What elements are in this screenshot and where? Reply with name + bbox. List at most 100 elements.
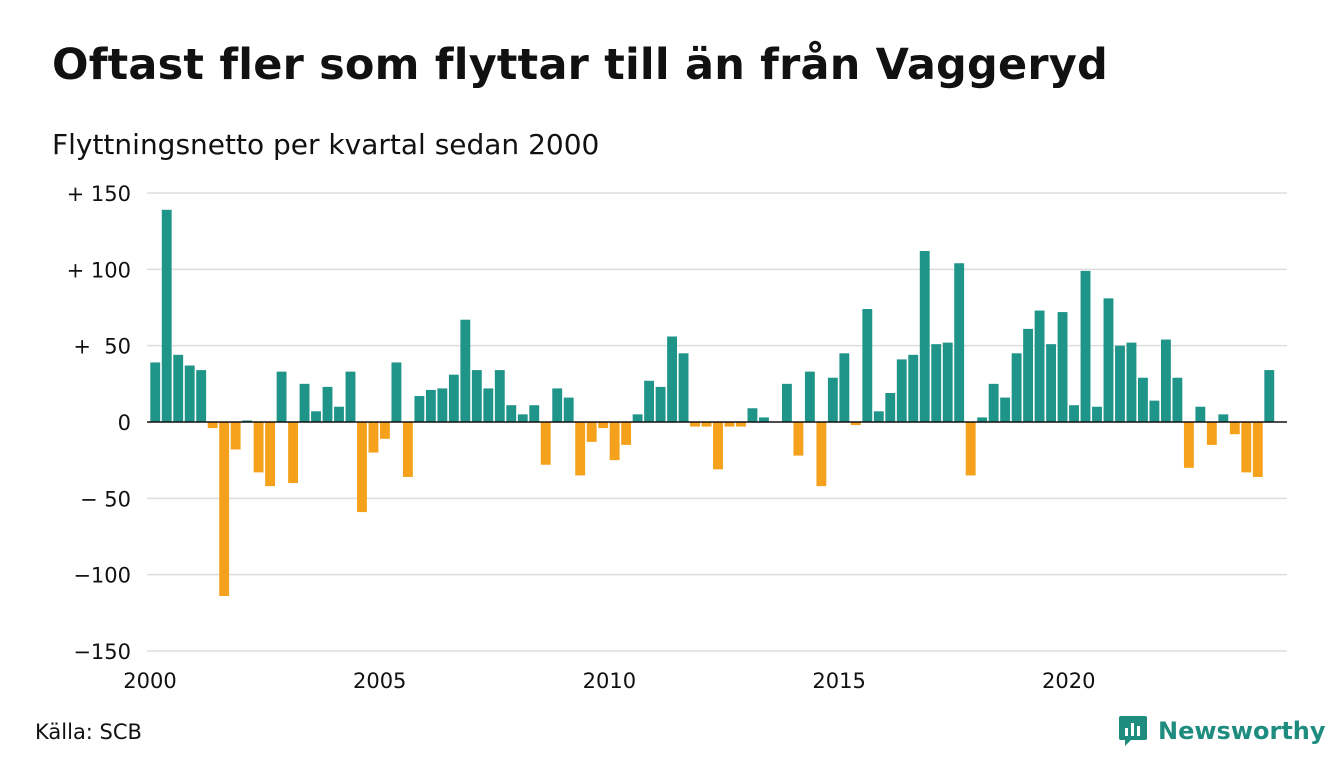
bar bbox=[873, 411, 884, 422]
bar bbox=[253, 422, 264, 473]
bar bbox=[1206, 422, 1217, 445]
bar bbox=[391, 362, 402, 422]
bar bbox=[701, 422, 712, 427]
bar bbox=[793, 422, 804, 456]
bar bbox=[621, 422, 632, 445]
bar bbox=[1023, 328, 1034, 422]
bar bbox=[242, 420, 253, 422]
bar bbox=[161, 209, 172, 422]
y-tick-label: + 50 bbox=[73, 335, 131, 359]
bar bbox=[207, 422, 218, 429]
bar bbox=[862, 309, 873, 422]
y-tick-label: −100 bbox=[73, 564, 131, 588]
bar bbox=[954, 263, 965, 422]
bar bbox=[540, 422, 551, 465]
bar bbox=[265, 422, 276, 487]
bar bbox=[437, 388, 448, 422]
source-note: Källa: SCB bbox=[35, 720, 142, 744]
bar bbox=[713, 422, 723, 470]
y-tick-label: 0 bbox=[118, 411, 131, 435]
bar bbox=[1092, 406, 1102, 422]
bar bbox=[977, 417, 988, 422]
bar bbox=[276, 371, 287, 422]
bar bbox=[747, 408, 758, 422]
bar bbox=[586, 422, 597, 442]
bar bbox=[885, 392, 896, 422]
bar bbox=[1241, 422, 1252, 473]
bar bbox=[1160, 339, 1171, 422]
bar bbox=[965, 422, 976, 476]
bar bbox=[1138, 377, 1148, 422]
bar bbox=[632, 414, 643, 422]
bar bbox=[460, 319, 471, 422]
bar bbox=[908, 354, 919, 422]
bar bbox=[288, 422, 298, 484]
bar bbox=[690, 422, 700, 427]
bar bbox=[1252, 422, 1263, 477]
bar bbox=[517, 414, 528, 422]
bar bbox=[942, 342, 953, 422]
y-axis-ticks: + 150 + 100 + 50 0 − 50 −100 −150 bbox=[67, 182, 131, 664]
bar bbox=[1103, 298, 1114, 422]
bar bbox=[678, 353, 689, 422]
bar bbox=[1057, 312, 1068, 422]
bar bbox=[598, 422, 609, 429]
bar bbox=[919, 251, 930, 422]
x-tick-label: 2005 bbox=[353, 669, 406, 693]
bar bbox=[334, 406, 344, 422]
bar bbox=[1229, 422, 1240, 435]
bar bbox=[667, 336, 677, 422]
x-tick-label: 2000 bbox=[123, 669, 176, 693]
x-tick-label: 2015 bbox=[812, 669, 865, 693]
x-tick-label: 2010 bbox=[583, 669, 636, 693]
x-tick-label: 2020 bbox=[1042, 669, 1095, 693]
x-axis-ticks: 2000 2005 2010 2015 2020 bbox=[123, 669, 1095, 693]
bar bbox=[483, 388, 494, 422]
bar bbox=[1080, 270, 1091, 422]
grid-lines bbox=[147, 192, 1287, 652]
bar bbox=[609, 422, 620, 461]
bar bbox=[850, 422, 861, 426]
bar bbox=[471, 370, 482, 422]
bar bbox=[414, 396, 425, 422]
bar bbox=[506, 405, 517, 422]
bar bbox=[724, 422, 735, 427]
bar bbox=[345, 371, 356, 422]
bar bbox=[184, 365, 195, 422]
bar bbox=[368, 422, 379, 453]
newsworthy-logo[interactable]: Newsworthy bbox=[1118, 714, 1326, 748]
bar bbox=[644, 380, 655, 422]
chart-subtitle: Flyttningsnetto per kvartal sedan 2000 bbox=[52, 128, 600, 161]
bar bbox=[816, 422, 827, 487]
bar bbox=[1172, 377, 1183, 422]
bar bbox=[1046, 344, 1056, 422]
bar bbox=[827, 377, 838, 422]
bar bbox=[1218, 414, 1229, 422]
bar bbox=[655, 386, 666, 422]
bar bbox=[988, 383, 999, 422]
chart-title: Oftast fler som flyttar till än från Vag… bbox=[52, 40, 1108, 90]
bar bbox=[1183, 422, 1194, 468]
bar bbox=[1126, 342, 1137, 422]
bar bbox=[1000, 397, 1011, 422]
y-tick-label: −150 bbox=[73, 640, 131, 664]
bar bbox=[402, 422, 413, 477]
bar bbox=[552, 388, 563, 422]
bar bbox=[896, 359, 907, 422]
bar bbox=[1115, 345, 1125, 422]
bar bbox=[804, 371, 815, 422]
bar bbox=[759, 417, 769, 422]
bar bbox=[1195, 406, 1206, 422]
bar bbox=[219, 422, 230, 597]
bar bbox=[357, 422, 367, 513]
newsworthy-logo-icon bbox=[1119, 716, 1147, 746]
bar bbox=[1011, 353, 1022, 422]
bar bbox=[230, 422, 241, 450]
y-tick-label: − 50 bbox=[80, 487, 131, 511]
y-tick-label: + 150 bbox=[67, 182, 131, 206]
bar bbox=[529, 405, 540, 422]
bar bbox=[839, 353, 850, 422]
bar bbox=[322, 386, 333, 422]
bar bbox=[563, 397, 574, 422]
bar bbox=[736, 422, 746, 427]
